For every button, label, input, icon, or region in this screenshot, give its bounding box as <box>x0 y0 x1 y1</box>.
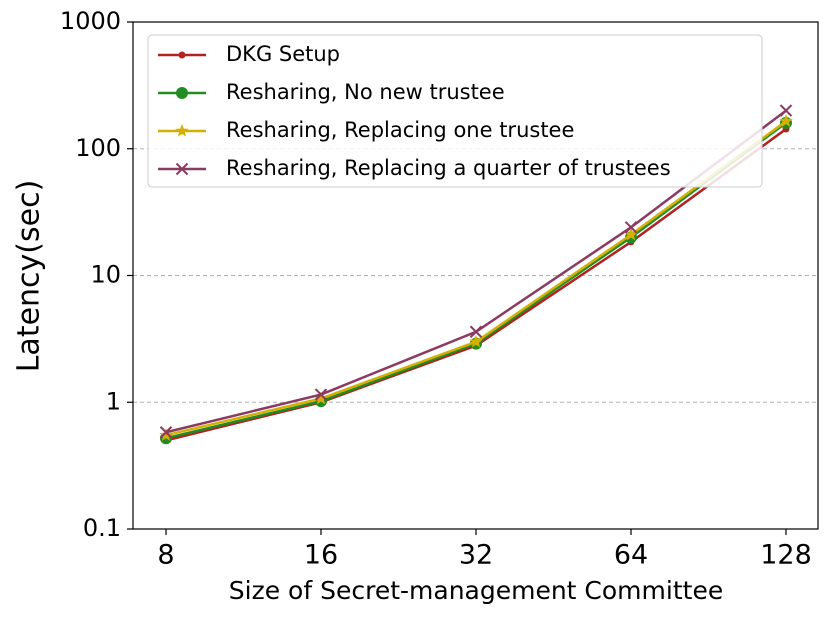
marker <box>178 51 186 59</box>
marker <box>469 334 483 348</box>
marker <box>314 388 328 401</box>
legend-label: DKG Setup <box>226 42 340 66</box>
legend-box <box>147 34 763 188</box>
x-tick-label: 8 <box>157 540 174 571</box>
y-axis-label: Latency(sec) <box>12 180 47 373</box>
marker <box>314 391 328 405</box>
marker <box>175 124 189 137</box>
x-axis-label: Size of Secret-management Committee <box>229 576 723 605</box>
x-tick-label: 128 <box>760 540 812 571</box>
marker <box>159 428 173 441</box>
legend-label: Resharing, Replacing a quarter of truste… <box>226 156 671 180</box>
x-tick-label: 16 <box>304 540 338 571</box>
marker <box>176 87 188 99</box>
legend-label: Resharing, No new trustee <box>226 80 505 104</box>
marker <box>624 221 638 234</box>
x-tick-label: 32 <box>459 540 493 571</box>
x-tick-label: 64 <box>614 540 648 571</box>
y-tick-label: 100 <box>75 134 121 162</box>
y-tick-label: 1 <box>106 387 121 415</box>
marker <box>175 162 189 176</box>
marker <box>779 114 793 127</box>
y-tick-label: 0.1 <box>83 514 121 542</box>
marker <box>469 325 483 338</box>
y-tick-label: 1000 <box>60 7 121 35</box>
y-tick-label: 10 <box>90 261 121 289</box>
marker <box>624 227 638 241</box>
marker <box>779 104 793 117</box>
marker <box>159 426 173 439</box>
legend-label: Resharing, Replacing one trustee <box>226 118 574 142</box>
plot-frame <box>132 21 819 530</box>
